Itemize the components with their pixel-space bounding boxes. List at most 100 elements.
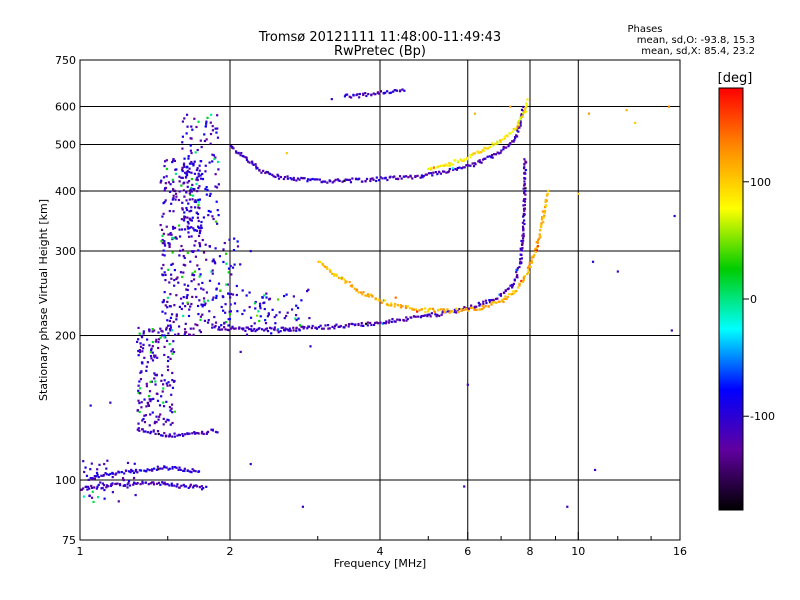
data-point [181,433,184,436]
data-point [185,113,189,116]
data-point [172,350,176,354]
data-point [386,303,389,306]
data-point [227,318,230,321]
data-point [193,117,196,120]
data-point [83,470,86,474]
data-point [198,164,201,167]
data-point [526,266,530,269]
data-point [186,125,189,128]
data-point [163,345,166,348]
data-point [160,374,164,377]
data-point [523,166,526,169]
data-point [517,130,520,133]
data-point [229,327,232,330]
data-point [333,273,336,276]
data-point [155,468,159,471]
data-point [335,273,338,276]
data-point [384,322,387,325]
data-point [205,186,208,189]
data-point [205,138,208,141]
data-point [348,178,352,181]
data-point [101,486,104,490]
data-point [172,194,175,197]
data-point [148,424,151,427]
data-point [503,146,507,149]
data-point [165,339,169,342]
chart-subtitle: RwPretec (Bp) [334,44,426,59]
data-point [153,377,156,380]
data-point [204,125,207,128]
data-point [214,173,217,176]
data-point [196,190,199,193]
data-point [173,284,176,287]
data-point [154,383,157,386]
data-point [334,178,337,181]
data-point [512,282,515,285]
data-point [159,467,162,470]
data-point [215,294,218,298]
data-point [171,225,175,228]
y-tick-label: 200 [55,330,76,343]
data-point [207,214,210,217]
data-point [182,296,185,299]
data-point [151,328,154,331]
data-point [224,252,228,255]
data-point [505,297,508,300]
colorbar-tick-label: 0 [750,293,757,306]
data-point [233,237,236,240]
data-point [495,301,498,304]
data-point [543,209,547,213]
data-point [209,121,212,124]
data-point [471,162,474,165]
data-point [178,305,182,309]
data-point [166,296,169,299]
data-point [162,176,166,179]
data-point [387,321,390,324]
data-point [211,129,215,132]
data-point [217,328,220,331]
data-point [170,277,173,280]
data-point [264,328,267,331]
data-point [366,324,369,327]
data-point [474,163,477,166]
data-point [188,167,191,170]
data-point [172,210,175,213]
data-point [171,251,174,254]
data-point [214,127,217,130]
data-point [516,267,520,270]
data-point [104,472,107,475]
data-point [265,170,268,174]
data-point [211,272,214,275]
data-point [456,161,460,164]
data-point [196,148,199,152]
data-point [213,315,216,319]
data-point [343,278,346,281]
data-point [372,92,375,95]
data-point [526,272,529,276]
data-point [481,158,485,161]
data-point [501,138,504,141]
data-point [523,111,526,114]
data-point [153,356,156,359]
data-point [169,326,173,329]
data-point [403,175,406,178]
data-point [420,174,424,177]
data-point [364,92,367,95]
data-point [178,228,181,231]
data-point [179,249,182,252]
data-point [329,270,332,273]
data-point [477,301,480,305]
data-point [170,202,173,205]
data-point [162,300,165,303]
data-point [139,483,142,486]
data-point [227,324,230,327]
data-point [156,430,160,433]
data-point [208,194,211,198]
data-point [99,481,102,484]
data-point [227,271,230,274]
data-point [102,473,105,477]
data-point [105,467,108,470]
data-point [501,298,504,301]
data-point [465,158,469,161]
data-point [343,95,347,98]
